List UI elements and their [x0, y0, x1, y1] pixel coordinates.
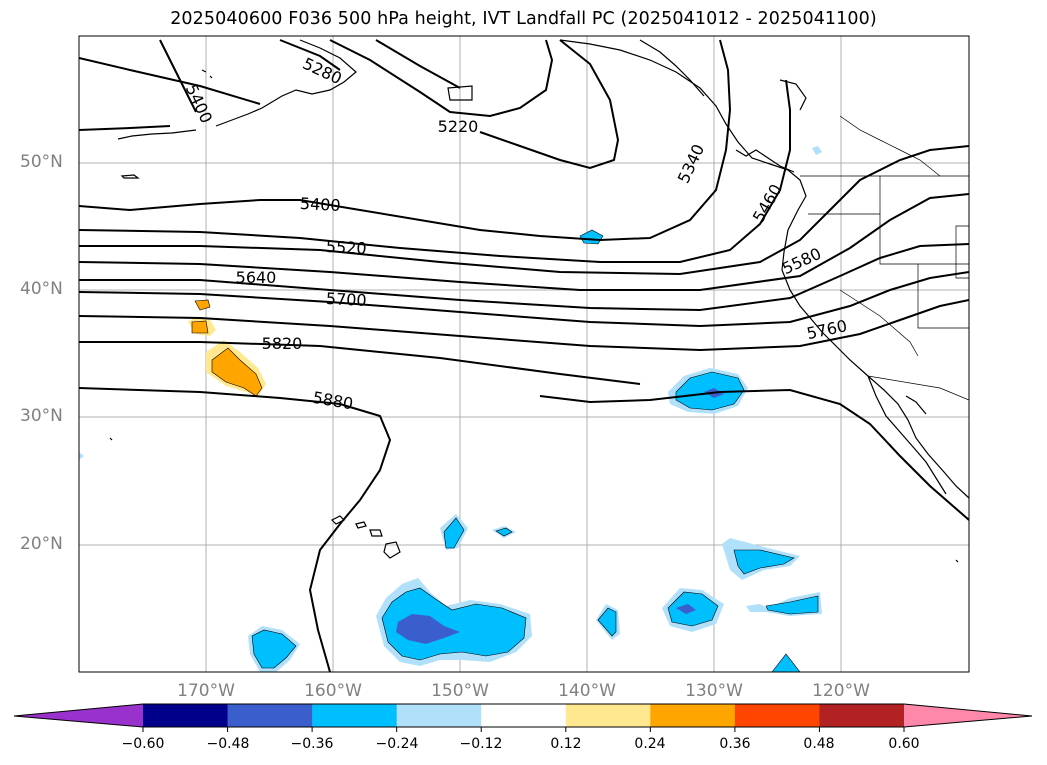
lon-label-160w: 160°W — [304, 681, 362, 701]
lon-label-170w: 170°W — [177, 681, 235, 701]
colorbar-tick-label: 0.24 — [634, 736, 666, 752]
contour-label-5400: 5400 — [299, 194, 341, 215]
colorbar — [13, 703, 1033, 732]
gridlines — [79, 36, 969, 672]
colorbar-tick-label: −0.24 — [375, 736, 419, 752]
colorbar-tick-label: −0.12 — [459, 736, 503, 752]
colorbar-tick-label: −0.36 — [290, 736, 334, 752]
lat-label-40n: 40°N — [20, 279, 63, 299]
lon-label-150w: 150°W — [431, 681, 489, 701]
colorbar-segment — [312, 704, 398, 727]
colorbar-segment — [481, 704, 567, 727]
colorbar-tick-label: 0.12 — [550, 736, 582, 752]
colorbar-segment — [227, 704, 313, 727]
colorbar-tick-label: 0.36 — [719, 736, 751, 752]
colorbar-tick-label: −0.60 — [121, 736, 165, 752]
ivt-negative-shading — [79, 146, 822, 672]
contour-label-5220: 5220 — [438, 117, 479, 136]
lon-label-130w: 130°W — [685, 681, 743, 701]
lat-label-50n: 50°N — [20, 152, 63, 172]
contour-label-5820: 5820 — [262, 334, 303, 353]
colorbar-segment — [396, 704, 482, 727]
ivt-positive-shading — [188, 299, 266, 397]
map-title: 2025040600 F036 500 hPa height, IVT Land… — [170, 9, 877, 29]
colorbar-segment — [734, 704, 820, 727]
colorbar-tick-label: 0.48 — [803, 736, 835, 752]
contour-label-5640: 5640 — [236, 268, 277, 287]
colorbar-ticks — [142, 727, 905, 732]
colorbar-segments — [143, 704, 905, 727]
colorbar-segment — [650, 704, 736, 727]
contour-label-5700: 5700 — [325, 289, 367, 310]
colorbar-tick-label: 0.60 — [888, 736, 920, 752]
contour-label-5520: 5520 — [325, 237, 367, 258]
coastlines — [109, 39, 969, 563]
lon-label-120w: 120°W — [812, 681, 870, 701]
height-contours — [79, 39, 969, 672]
colorbar-extend-high — [904, 704, 1032, 727]
colorbar-segment — [565, 704, 651, 727]
colorbar-tick-label: −0.48 — [206, 736, 250, 752]
colorbar-segment — [819, 704, 905, 727]
colorbar-extend-low — [14, 704, 143, 727]
lon-label-140w: 140°W — [558, 681, 616, 701]
lat-label-20n: 20°N — [20, 534, 63, 554]
colorbar-segment — [143, 704, 229, 727]
map-frame — [78, 35, 970, 673]
lat-label-30n: 30°N — [20, 406, 63, 426]
